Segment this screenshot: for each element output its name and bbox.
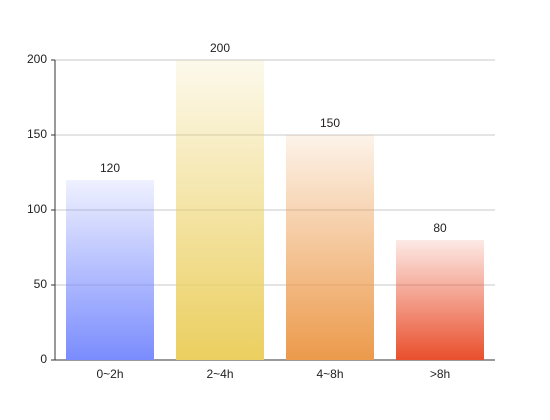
- x-tick-label: >8h: [430, 367, 450, 381]
- data-label: 120: [100, 161, 120, 175]
- y-tick-label: 50: [34, 277, 48, 291]
- data-label: 200: [210, 41, 230, 55]
- y-tick-label: 0: [40, 352, 47, 366]
- y-tick-label: 150: [27, 127, 47, 141]
- x-tick-label: 2~4h: [206, 367, 233, 381]
- x-tick-label: 0~2h: [96, 367, 123, 381]
- y-tick-label: 200: [27, 52, 47, 66]
- y-tick-label: 100: [27, 202, 47, 216]
- data-label: 150: [320, 116, 340, 130]
- x-tick-label: 4~8h: [316, 367, 343, 381]
- bar: [66, 180, 154, 360]
- bar: [286, 135, 374, 360]
- data-label: 80: [433, 221, 447, 235]
- bar: [396, 240, 484, 360]
- bar: [176, 60, 264, 360]
